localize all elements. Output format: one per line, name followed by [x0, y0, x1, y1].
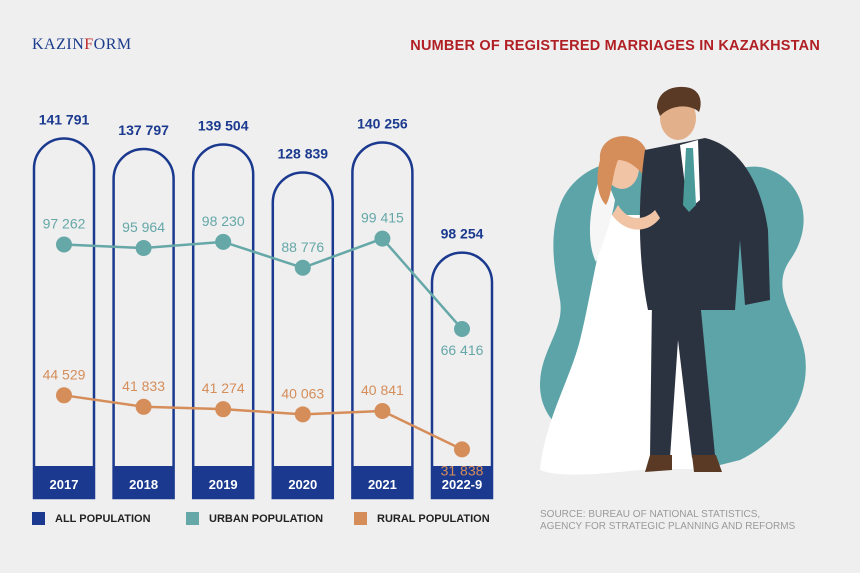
rural-value-label: 40 841 — [361, 382, 404, 398]
rural-value-label: 41 833 — [122, 378, 165, 394]
urban-line — [63, 237, 463, 330]
category-label: 2022-9 — [442, 477, 482, 492]
urban-point — [135, 240, 152, 257]
legend-label: ALL POPULATION — [55, 512, 151, 525]
legend-swatch — [32, 512, 45, 525]
bar-2020 — [271, 171, 335, 500]
rural-point — [56, 387, 72, 404]
bar-2018 — [112, 147, 175, 500]
bar-2022-9 — [430, 251, 494, 500]
legend-label: URBAN POPULATION — [209, 512, 324, 525]
kazinform-logo: KAZINFORM — [32, 36, 132, 53]
category-label: 2019 — [209, 477, 238, 492]
source-line-1: SOURCE: BUREAU OF NATIONAL STATISTICS, — [540, 509, 761, 520]
rural-point — [454, 441, 470, 458]
all-population-value-label: 128 839 — [277, 145, 328, 161]
source-note: SOURCE: BUREAU OF NATIONAL STATISTICS, A… — [540, 509, 840, 533]
urban-value-label: 88 776 — [281, 239, 324, 255]
bride-hair — [597, 136, 649, 205]
legend-swatch — [186, 512, 199, 525]
chart-title: NUMBER OF REGISTERED MARRIAGES IN KAZAKH… — [410, 38, 820, 54]
urban-value-label: 66 416 — [441, 342, 484, 358]
urban-point — [56, 236, 72, 253]
bar-cap-2017 — [34, 466, 94, 498]
bar-cap-2019 — [193, 466, 254, 498]
urban-point — [374, 230, 391, 247]
rural-point — [135, 398, 152, 415]
urban-value-label: 95 964 — [122, 219, 165, 235]
legend-swatch — [354, 512, 367, 525]
rural-line — [63, 394, 463, 451]
rural-value-label: 40 063 — [281, 385, 324, 401]
legend-item: ALL POPULATION — [32, 512, 151, 525]
rural-point — [374, 403, 391, 420]
groom-tie — [683, 148, 696, 212]
rural-point — [215, 401, 232, 418]
rural-value-label: 31 838 — [441, 462, 484, 478]
groom-trousers — [650, 300, 715, 458]
bar-cap-2018 — [113, 466, 174, 498]
all-population-value-label: 137 797 — [118, 122, 169, 138]
category-label: 2021 — [368, 477, 397, 492]
bride-arm — [612, 205, 660, 230]
all-population-value-label: 98 254 — [441, 226, 484, 242]
urban-point — [454, 321, 470, 338]
rural-value-label: 44 529 — [43, 366, 86, 382]
groom-hair — [657, 86, 701, 116]
legend-item: URBAN POPULATION — [186, 512, 323, 525]
bar-2021 — [351, 141, 414, 500]
groom-shoe-right — [692, 455, 722, 472]
bar-2019 — [191, 143, 255, 500]
category-label: 2017 — [50, 477, 79, 492]
labels-layer: 2017 141 791 2018 137 797 2019 139 504 2020 128… — [39, 112, 484, 492]
bar-2017 — [32, 137, 96, 500]
lines-layer — [56, 230, 470, 458]
groom-jacket — [639, 138, 770, 310]
category-label: 2020 — [288, 477, 317, 492]
rural-value-label: 41 274 — [202, 380, 245, 396]
urban-value-label: 97 262 — [43, 216, 86, 232]
bar-cap-2021 — [352, 466, 413, 498]
urban-point — [294, 259, 311, 276]
urban-value-label: 99 415 — [361, 210, 404, 226]
urban-point — [215, 233, 232, 250]
category-label: 2018 — [129, 477, 158, 492]
rural-point — [294, 406, 311, 423]
all-population-value-label: 140 256 — [357, 116, 408, 132]
groom-shoe-left — [645, 455, 672, 472]
source-line-2: AGENCY FOR STRATEGIC PLANNING AND REFORM… — [540, 521, 796, 532]
bar-cap-2020 — [272, 466, 333, 498]
bars-layer — [32, 137, 494, 500]
all-population-value-label: 141 791 — [39, 112, 90, 128]
all-population-value-label: 139 504 — [198, 117, 249, 133]
legend-item: RURAL POPULATION — [354, 512, 490, 525]
legend-label: RURAL POPULATION — [377, 512, 490, 525]
urban-value-label: 98 230 — [202, 213, 245, 229]
bar-cap-2022-9 — [432, 466, 492, 498]
